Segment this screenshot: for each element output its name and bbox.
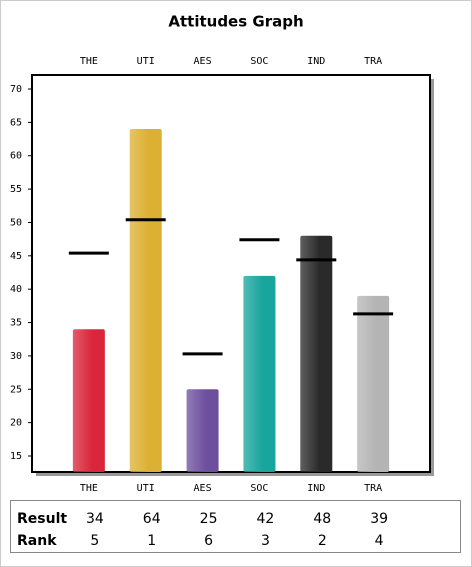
y-tick-label: 15 [10, 451, 22, 462]
x-tick-label: IND [307, 483, 325, 494]
row-label: Rank [17, 533, 57, 549]
x-tick-label: THE [80, 56, 98, 67]
x-tick-label: AES [194, 56, 212, 67]
result-cell: 34 [86, 511, 104, 527]
y-tick-label: 55 [10, 184, 22, 195]
result-cell: 42 [257, 511, 275, 527]
y-tick-label: 70 [10, 84, 22, 95]
bar [129, 129, 162, 472]
x-tick-label: TRA [364, 56, 382, 67]
result-cell: 64 [143, 511, 161, 527]
y-tick-label: 20 [10, 418, 22, 429]
y-tick-label: 25 [10, 384, 22, 395]
rank-cell: 2 [318, 533, 327, 549]
x-tick-label: IND [307, 56, 325, 67]
x-tick-label: AES [194, 483, 212, 494]
rank-cell: 3 [261, 533, 270, 549]
bar [357, 295, 390, 472]
result-cell: 25 [200, 511, 218, 527]
y-tick-label: 35 [10, 318, 22, 329]
y-tick-label: 65 [10, 117, 22, 128]
x-tick-label: THE [80, 483, 98, 494]
x-tick-label: TRA [364, 483, 382, 494]
y-tick-label: 40 [10, 284, 22, 295]
y-tick-label: 50 [10, 217, 22, 228]
bar [72, 329, 105, 472]
bar [300, 235, 333, 472]
y-tick-label: 45 [10, 251, 22, 262]
y-tick-label: 60 [10, 151, 22, 162]
y-tick-label: 30 [10, 351, 22, 362]
rank-cell: 6 [204, 533, 213, 549]
rank-cell: 5 [90, 533, 99, 549]
bar [186, 389, 219, 472]
result-cell: 39 [370, 511, 388, 527]
x-tick-label: SOC [250, 483, 268, 494]
result-cell: 48 [313, 511, 331, 527]
x-tick-label: UTI [137, 483, 155, 494]
chart-title: Attitudes Graph [168, 13, 303, 31]
x-tick-label: UTI [137, 56, 155, 67]
bar [243, 275, 276, 472]
results-table [10, 500, 461, 553]
rank-cell: 4 [375, 533, 384, 549]
row-label: Result [17, 511, 67, 527]
rank-cell: 1 [147, 533, 156, 549]
x-tick-label: SOC [250, 56, 268, 67]
